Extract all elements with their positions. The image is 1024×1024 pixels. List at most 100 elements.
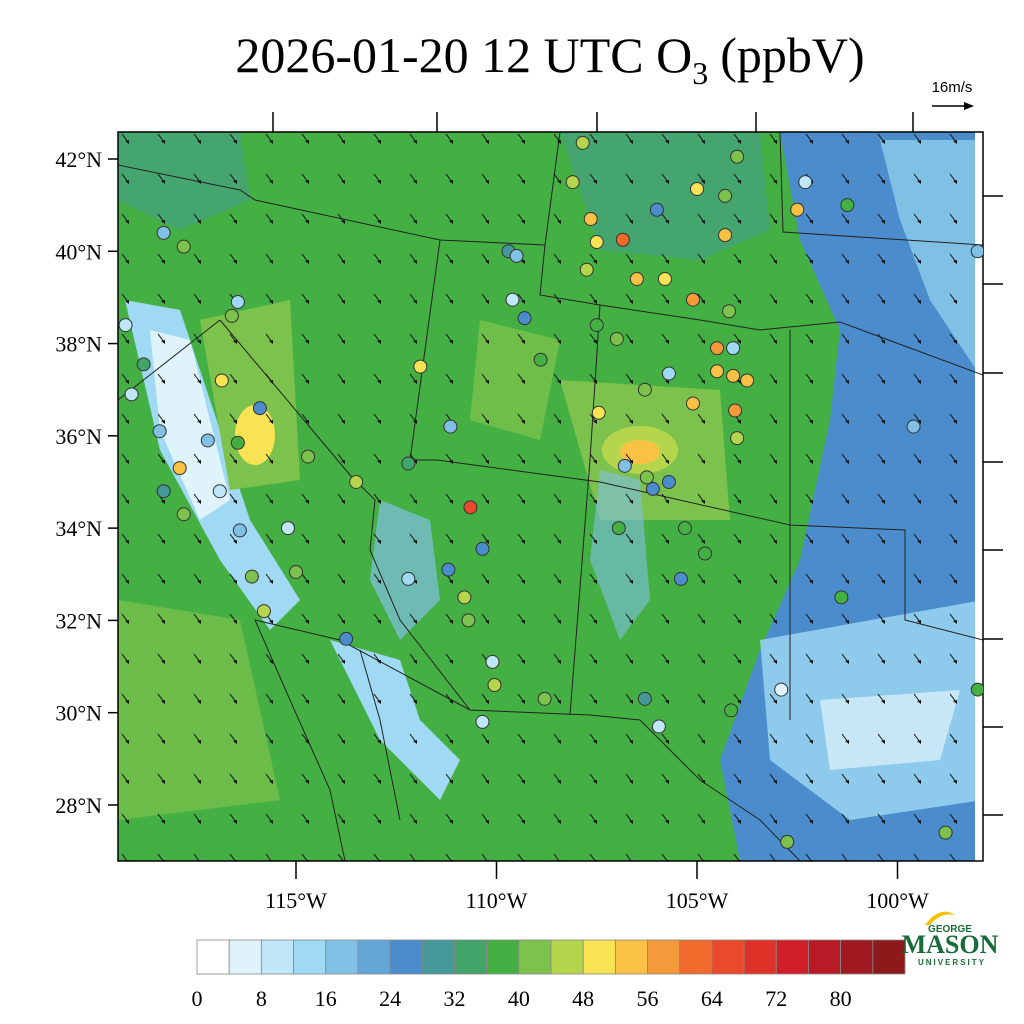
lon-label: 100°W <box>866 888 929 913</box>
lon-label: 105°W <box>666 888 729 913</box>
station <box>661 366 676 381</box>
colorbar-label: 56 <box>637 986 659 1011</box>
station <box>718 188 733 203</box>
station <box>583 211 598 226</box>
map-frame <box>117 131 984 862</box>
station <box>690 181 704 196</box>
lon-label: 110°W <box>466 888 528 913</box>
colorbar-box <box>454 939 488 975</box>
station <box>517 311 532 326</box>
colorbar-box <box>550 939 584 975</box>
colorbar-box <box>228 939 262 975</box>
station <box>475 541 490 556</box>
logo-mark <box>925 911 955 925</box>
station <box>906 419 921 434</box>
colorbar-box <box>808 939 842 975</box>
station <box>485 654 500 669</box>
colorbar-box <box>711 939 745 975</box>
station <box>677 521 692 536</box>
frame-ticks <box>272 112 1003 816</box>
station <box>938 825 953 840</box>
station <box>730 431 745 446</box>
lat-label: 34°N <box>55 516 102 541</box>
station <box>256 604 271 619</box>
station <box>124 387 139 402</box>
station <box>214 373 229 388</box>
map-background <box>118 132 983 861</box>
station <box>280 521 295 536</box>
lat-label: 28°N <box>55 793 102 818</box>
station <box>232 523 247 538</box>
station <box>645 481 660 496</box>
station <box>970 244 983 259</box>
station <box>505 292 520 307</box>
lon-label: 115°W <box>265 888 327 913</box>
station <box>463 500 478 515</box>
station <box>611 521 626 536</box>
station <box>710 341 725 356</box>
station <box>698 546 713 561</box>
station <box>244 569 259 584</box>
station <box>637 382 652 397</box>
station <box>487 677 502 692</box>
title-units: (ppbV) <box>720 27 864 83</box>
colorbar-box <box>743 939 777 975</box>
colorbar-label: 72 <box>765 986 787 1011</box>
station <box>509 248 524 263</box>
colorbar-box <box>357 939 391 975</box>
station <box>970 682 983 697</box>
station <box>401 571 416 586</box>
station <box>629 271 644 286</box>
logo-main: MASON <box>902 930 999 959</box>
station <box>289 564 303 579</box>
station <box>726 341 741 356</box>
station <box>252 401 267 416</box>
station <box>774 682 789 697</box>
colorbar-label: 80 <box>830 986 852 1011</box>
station <box>661 474 676 489</box>
station <box>118 318 133 333</box>
station <box>156 484 171 499</box>
colorbar-label: 48 <box>572 986 594 1011</box>
station <box>565 175 580 190</box>
colorbar-label: 16 <box>315 986 337 1011</box>
wind-reference-arrow <box>932 102 974 110</box>
station <box>591 405 606 420</box>
station <box>200 433 215 448</box>
colorbar-label: 24 <box>379 986 401 1011</box>
colorbar-box <box>486 939 520 975</box>
colorbar-box <box>293 939 327 975</box>
title-main: 2026-01-20 12 UTC O <box>235 27 692 83</box>
station <box>740 373 755 388</box>
colorbar-box <box>775 939 809 975</box>
station <box>230 295 245 310</box>
station <box>657 271 672 286</box>
station <box>441 562 456 577</box>
colorbar-label: 8 <box>256 986 267 1011</box>
stations <box>118 135 983 849</box>
title: 2026-01-20 12 UTC O3 (ppbV) <box>235 27 864 91</box>
station <box>136 357 151 372</box>
station <box>152 424 167 439</box>
colorbar-box <box>614 939 648 975</box>
station <box>457 590 472 605</box>
station <box>579 262 594 277</box>
station <box>840 198 855 213</box>
wind-reference-label: 16m/s <box>932 79 973 96</box>
station <box>172 461 187 476</box>
station <box>790 202 805 217</box>
lat-label: 38°N <box>55 332 102 357</box>
lat-label: 30°N <box>55 701 102 726</box>
station <box>710 364 725 379</box>
station <box>413 359 428 374</box>
station <box>673 571 688 586</box>
colorbar-box <box>840 939 874 975</box>
station <box>339 631 354 646</box>
station <box>637 691 652 706</box>
lat-label: 40°N <box>55 239 102 264</box>
colorbar-box <box>872 939 906 975</box>
station <box>475 714 490 729</box>
logo-bottom: UNIVERSITY <box>918 958 986 967</box>
station <box>301 449 316 464</box>
